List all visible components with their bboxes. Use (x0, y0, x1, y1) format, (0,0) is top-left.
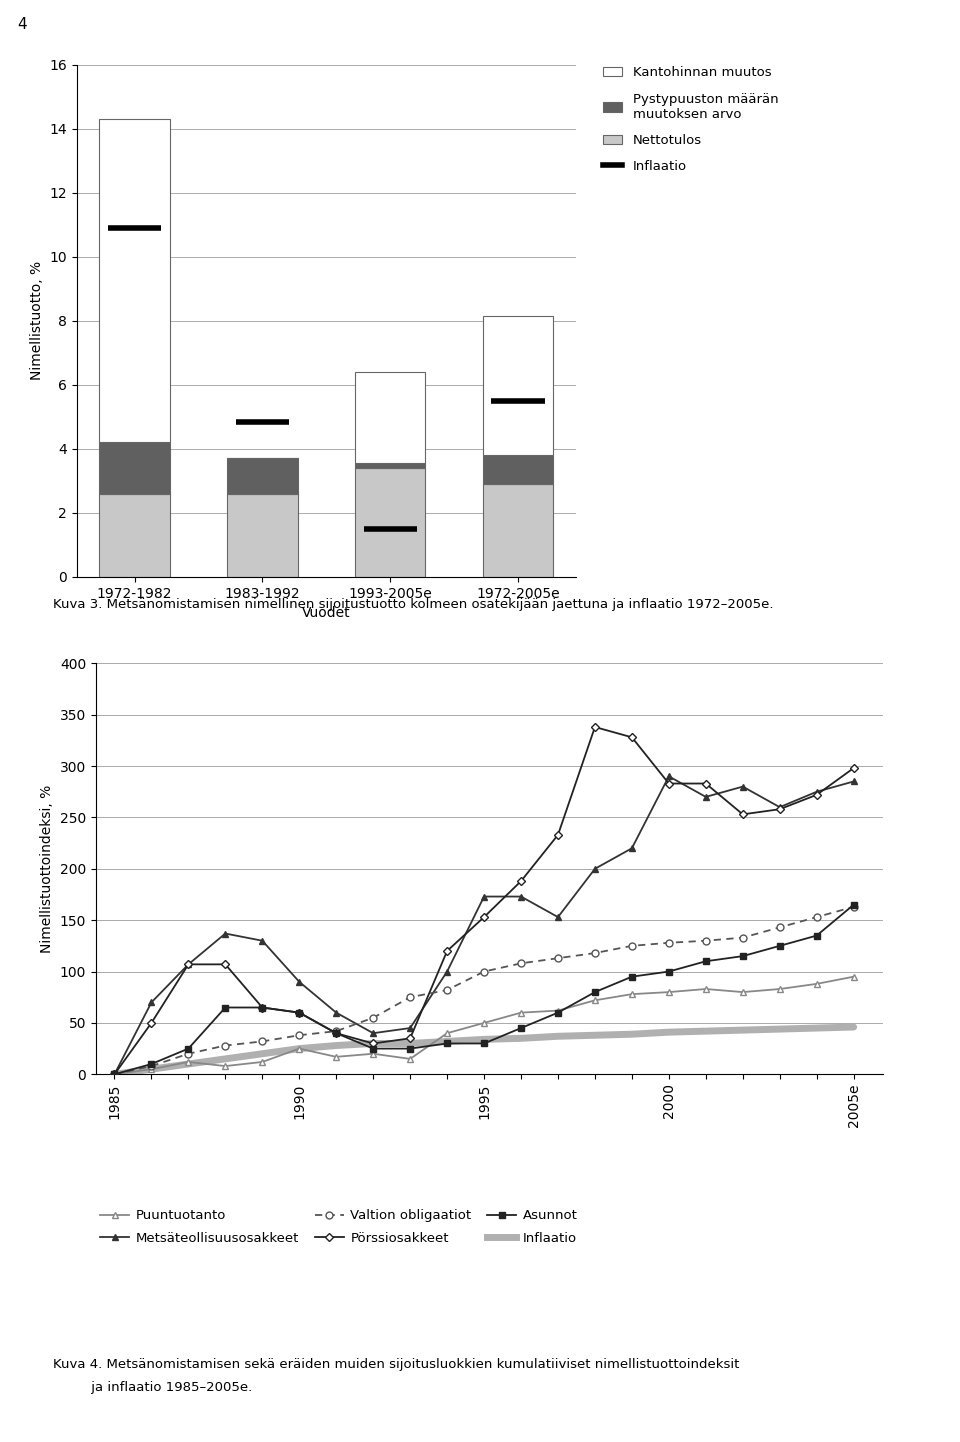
Y-axis label: Nimellistuottoindeksi, %: Nimellistuottoindeksi, % (40, 784, 55, 953)
Bar (483, 456, 553, 485)
Bar (355, 463, 425, 469)
Bar (228, 459, 298, 493)
X-axis label: Vuodet: Vuodet (302, 606, 350, 620)
Text: ja inflaatio 1985–2005e.: ja inflaatio 1985–2005e. (53, 1381, 252, 1394)
Text: Kuva 4. Metsänomistamisen sekä eräiden muiden sijoitusluokkien kumulatiiviset ni: Kuva 4. Metsänomistamisen sekä eräiden m… (53, 1358, 739, 1371)
Bar (355, 469, 425, 577)
Bar (483, 485, 553, 577)
Bar (100, 493, 170, 577)
Bar (100, 120, 170, 443)
Bar (100, 443, 170, 493)
Y-axis label: Nimellistuotto, %: Nimellistuotto, % (30, 261, 44, 381)
Text: 4: 4 (17, 17, 27, 32)
Text: Kuva 3. Metsänomistamisen nimellinen sijoitustuotto kolmeen osatekijään jaettuna: Kuva 3. Metsänomistamisen nimellinen sij… (53, 598, 774, 611)
Legend: Kantohinnan muutos, Pystypuuston määrän
muutoksen arvo, Nettotulos, Inflaatio: Kantohinnan muutos, Pystypuuston määrän … (603, 66, 779, 173)
Bar (355, 372, 425, 463)
Bar (228, 493, 298, 577)
Bar (483, 316, 553, 456)
Legend: Puuntuotanto, Metsäteollisuusosakkeet, Valtion obligaatiot, Pörssiosakkeet, Asun: Puuntuotanto, Metsäteollisuusosakkeet, V… (95, 1204, 583, 1250)
